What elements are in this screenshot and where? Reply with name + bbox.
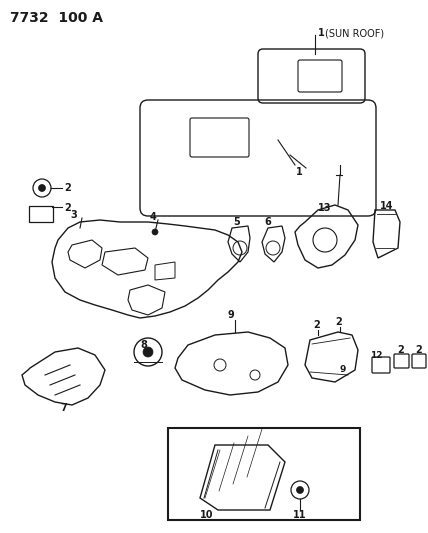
Text: 9: 9 [228, 310, 235, 320]
Text: 12: 12 [370, 351, 383, 359]
Text: 10: 10 [200, 510, 214, 520]
Text: 8: 8 [140, 340, 147, 350]
Text: 2: 2 [313, 320, 320, 330]
Text: 3: 3 [70, 210, 77, 220]
Text: 2: 2 [64, 203, 71, 213]
Text: 7732  100 A: 7732 100 A [10, 11, 103, 25]
Text: 14: 14 [380, 201, 393, 211]
Text: 2: 2 [335, 317, 342, 327]
Text: 1: 1 [296, 167, 303, 177]
Text: 13: 13 [318, 203, 332, 213]
Text: 5: 5 [233, 217, 240, 227]
Text: 1: 1 [318, 28, 325, 38]
Circle shape [39, 184, 45, 191]
Bar [168, 428, 360, 520]
Circle shape [143, 347, 153, 357]
Text: 2: 2 [415, 345, 422, 355]
Text: 6: 6 [264, 217, 271, 227]
Text: 11: 11 [293, 510, 306, 520]
Circle shape [297, 487, 303, 494]
Text: 9: 9 [340, 366, 346, 375]
Text: 2: 2 [64, 183, 71, 193]
Text: (SUN ROOF): (SUN ROOF) [325, 28, 384, 38]
Text: 7: 7 [60, 403, 67, 413]
Circle shape [152, 229, 158, 235]
Text: 2: 2 [397, 345, 404, 355]
Text: 4: 4 [150, 212, 157, 222]
